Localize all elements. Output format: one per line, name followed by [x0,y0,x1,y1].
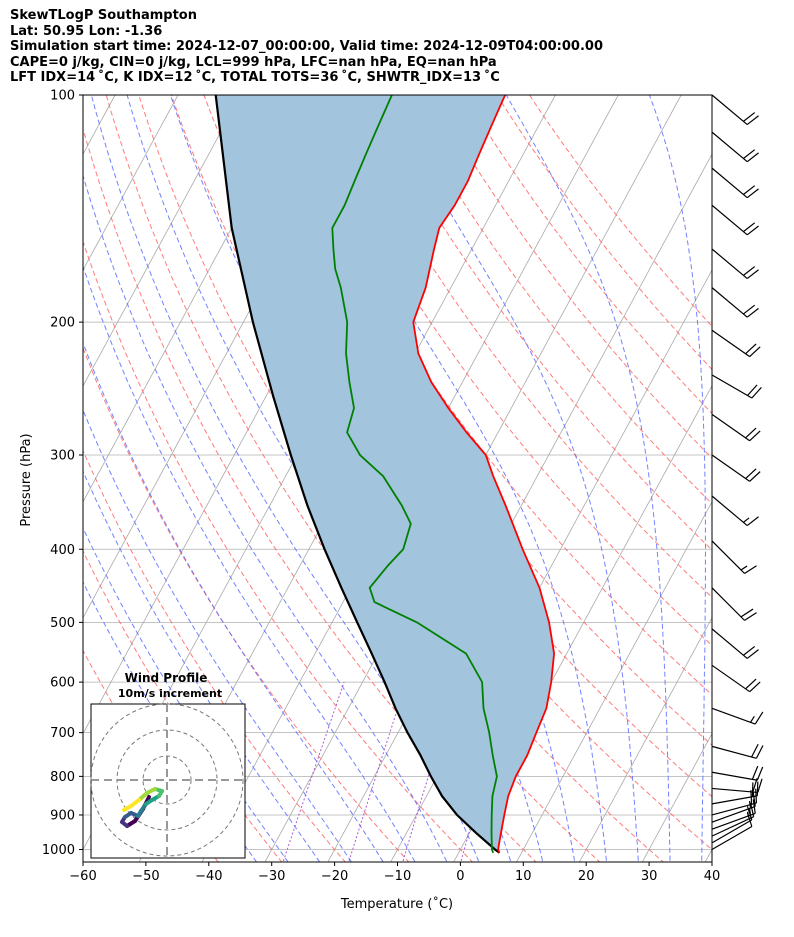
wind-barb [711,587,757,621]
moist-adiabat-line [505,95,671,862]
wind-barb [711,204,759,236]
y-tick-label: 900 [50,808,75,823]
moist-adiabat-line [648,95,706,862]
isotherm-line [83,95,431,735]
dry-adiabat-line [83,449,346,862]
indices-line-2: LFT IDX=14 ˚C, K IDX=12 ˚C, TOTAL TOTS=3… [10,70,500,86]
mixing-ratio-line [348,681,407,862]
dry-adiabat-line [463,95,712,415]
wind-barb [711,167,759,199]
wind-barb [711,454,761,482]
isotherm-line [516,501,712,862]
inset-subtitle: 10m/s increment [118,687,222,700]
x-tick-label: 0 [456,869,464,884]
x-tick-label: −60 [69,869,96,884]
moist-adiabat-line [83,526,289,862]
location-line: Lat: 50.95 Lon: -1.36 [10,23,163,39]
y-tick-label: 400 [50,543,75,558]
cin-shading [215,95,555,853]
dry-adiabat-line [83,240,474,862]
x-tick-label: 30 [641,869,658,884]
isotherm-line [264,95,682,862]
moist-adiabat-line [293,95,608,862]
wind-barb [711,664,761,693]
x-tick-label: 10 [515,869,532,884]
wind-barb [711,329,761,358]
y-axis-label: Pressure (hPa) [19,433,34,526]
y-tick-label: 100 [50,89,75,104]
wind-barbs [711,94,764,851]
dewpoint-line [331,95,498,854]
y-tick-label: 600 [50,676,75,691]
wind-barb [711,248,759,280]
time-line: Simulation start time: 2024-12-07_00:00:… [10,39,603,55]
dry-adiabat-line [268,95,712,696]
x-tick-label: −10 [384,869,411,884]
x-tick-label: −30 [258,869,285,884]
moist-adiabat-line [83,174,448,862]
x-tick-label: 40 [704,869,721,884]
dry-adiabat-line [528,95,712,327]
y-tick-label: 1000 [42,843,75,858]
wind-barb [711,781,759,805]
indices-line-1: CAPE=0 j/kg, CIN=0 j/kg, LCL=999 hPa, LF… [10,54,497,70]
isotherm-line [83,95,368,619]
mixing-ratio-line [282,681,345,862]
wind-barb [711,628,759,659]
x-axis-label: Temperature (˚C) [340,896,453,912]
wind-barb [711,495,759,527]
x-tick-label: −20 [321,869,348,884]
hodograph-segment [122,804,133,812]
wind-barb [711,287,759,318]
moist-adiabat-line [384,95,639,862]
wind-barb [711,707,764,725]
y-tick-label: 500 [50,616,75,631]
moist-adiabat-line [83,341,384,862]
axes: −60 −50 −40 −30 −20 −10 0 10 20 30 40 1000 900 800 700… [42,89,720,885]
wind-barb [711,94,759,126]
dry-adiabat-line [83,346,410,862]
dry-adiabat-line [431,95,712,459]
isotherm-line [578,616,712,862]
y-tick-label: 800 [50,770,75,785]
chart-header: SkewTLogP Southampton Lat: 50.95 Lon: -1… [10,8,603,86]
x-tick-label: −50 [132,869,159,884]
x-tick-label: 20 [578,869,595,884]
y-tick-label: 700 [50,726,75,741]
plot-area [83,95,712,862]
temperature-line [412,95,556,854]
wind-barb [711,540,757,574]
wind-barb [711,374,762,399]
wind-barb [711,743,764,759]
x-tick-label: −40 [195,869,222,884]
chart-title: SkewTLogP Southampton [10,8,197,23]
y-tick-label: 200 [50,316,75,331]
wind-barb [711,765,764,781]
wind-barb [711,413,761,442]
wind-barb [711,131,759,163]
wind-barb [711,778,763,794]
isotherm-line [641,732,712,862]
moist-adiabat-line [83,265,416,862]
y-tick-label: 300 [50,448,75,463]
parcel-profile-line [214,95,501,854]
inset-title: Wind Profile [125,671,208,685]
wind-profile-inset: Wind Profile 10m/s increment [90,671,246,859]
moist-adiabat-line [83,408,352,862]
moist-adiabat-line [83,470,321,862]
